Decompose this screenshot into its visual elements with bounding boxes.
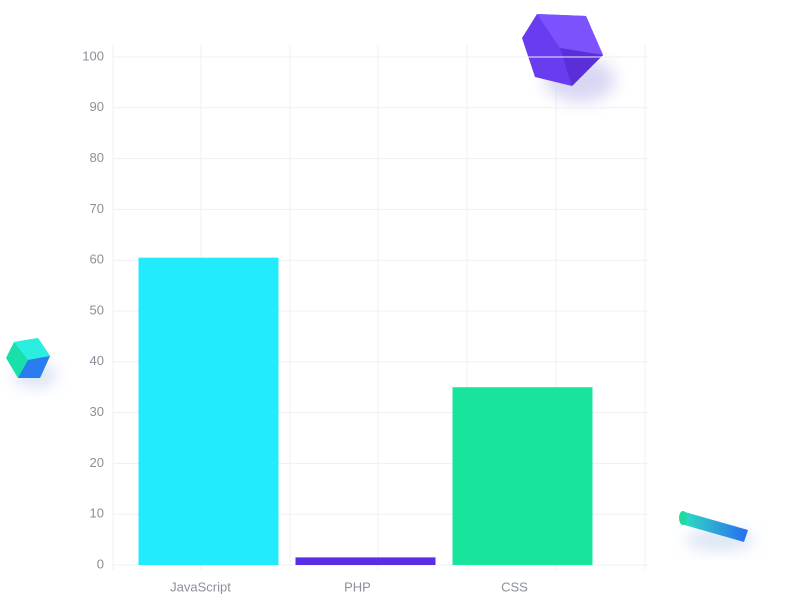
y-tick-label: 90 [90, 99, 104, 114]
bar [452, 387, 593, 565]
y-tick-label: 70 [90, 201, 104, 216]
decor-cube-small [6, 338, 57, 387]
y-tick-label: 0 [97, 556, 104, 571]
y-tick-label: 40 [90, 353, 104, 368]
y-tick-label: 100 [82, 48, 104, 63]
vertical-grid [112, 45, 646, 570]
y-tick-label: 80 [90, 150, 104, 165]
x-tick-label: PHP [344, 579, 371, 594]
y-tick-label: 10 [90, 506, 104, 521]
y-tick-label: 20 [90, 455, 104, 470]
decor-cube-purple [522, 14, 615, 102]
y-tick-label: 60 [90, 252, 104, 267]
x-tick-label: CSS [501, 579, 528, 594]
bar [138, 257, 279, 565]
y-tick-label: 30 [90, 404, 104, 419]
bar [295, 557, 436, 565]
x-tick-label: JavaScript [170, 579, 231, 594]
plot: 0 10 20 30 40 50 60 70 80 90 100 JavaScript PHP CSS [82, 48, 648, 594]
decor-cylinder [679, 511, 755, 550]
y-tick-label: 50 [90, 302, 104, 317]
